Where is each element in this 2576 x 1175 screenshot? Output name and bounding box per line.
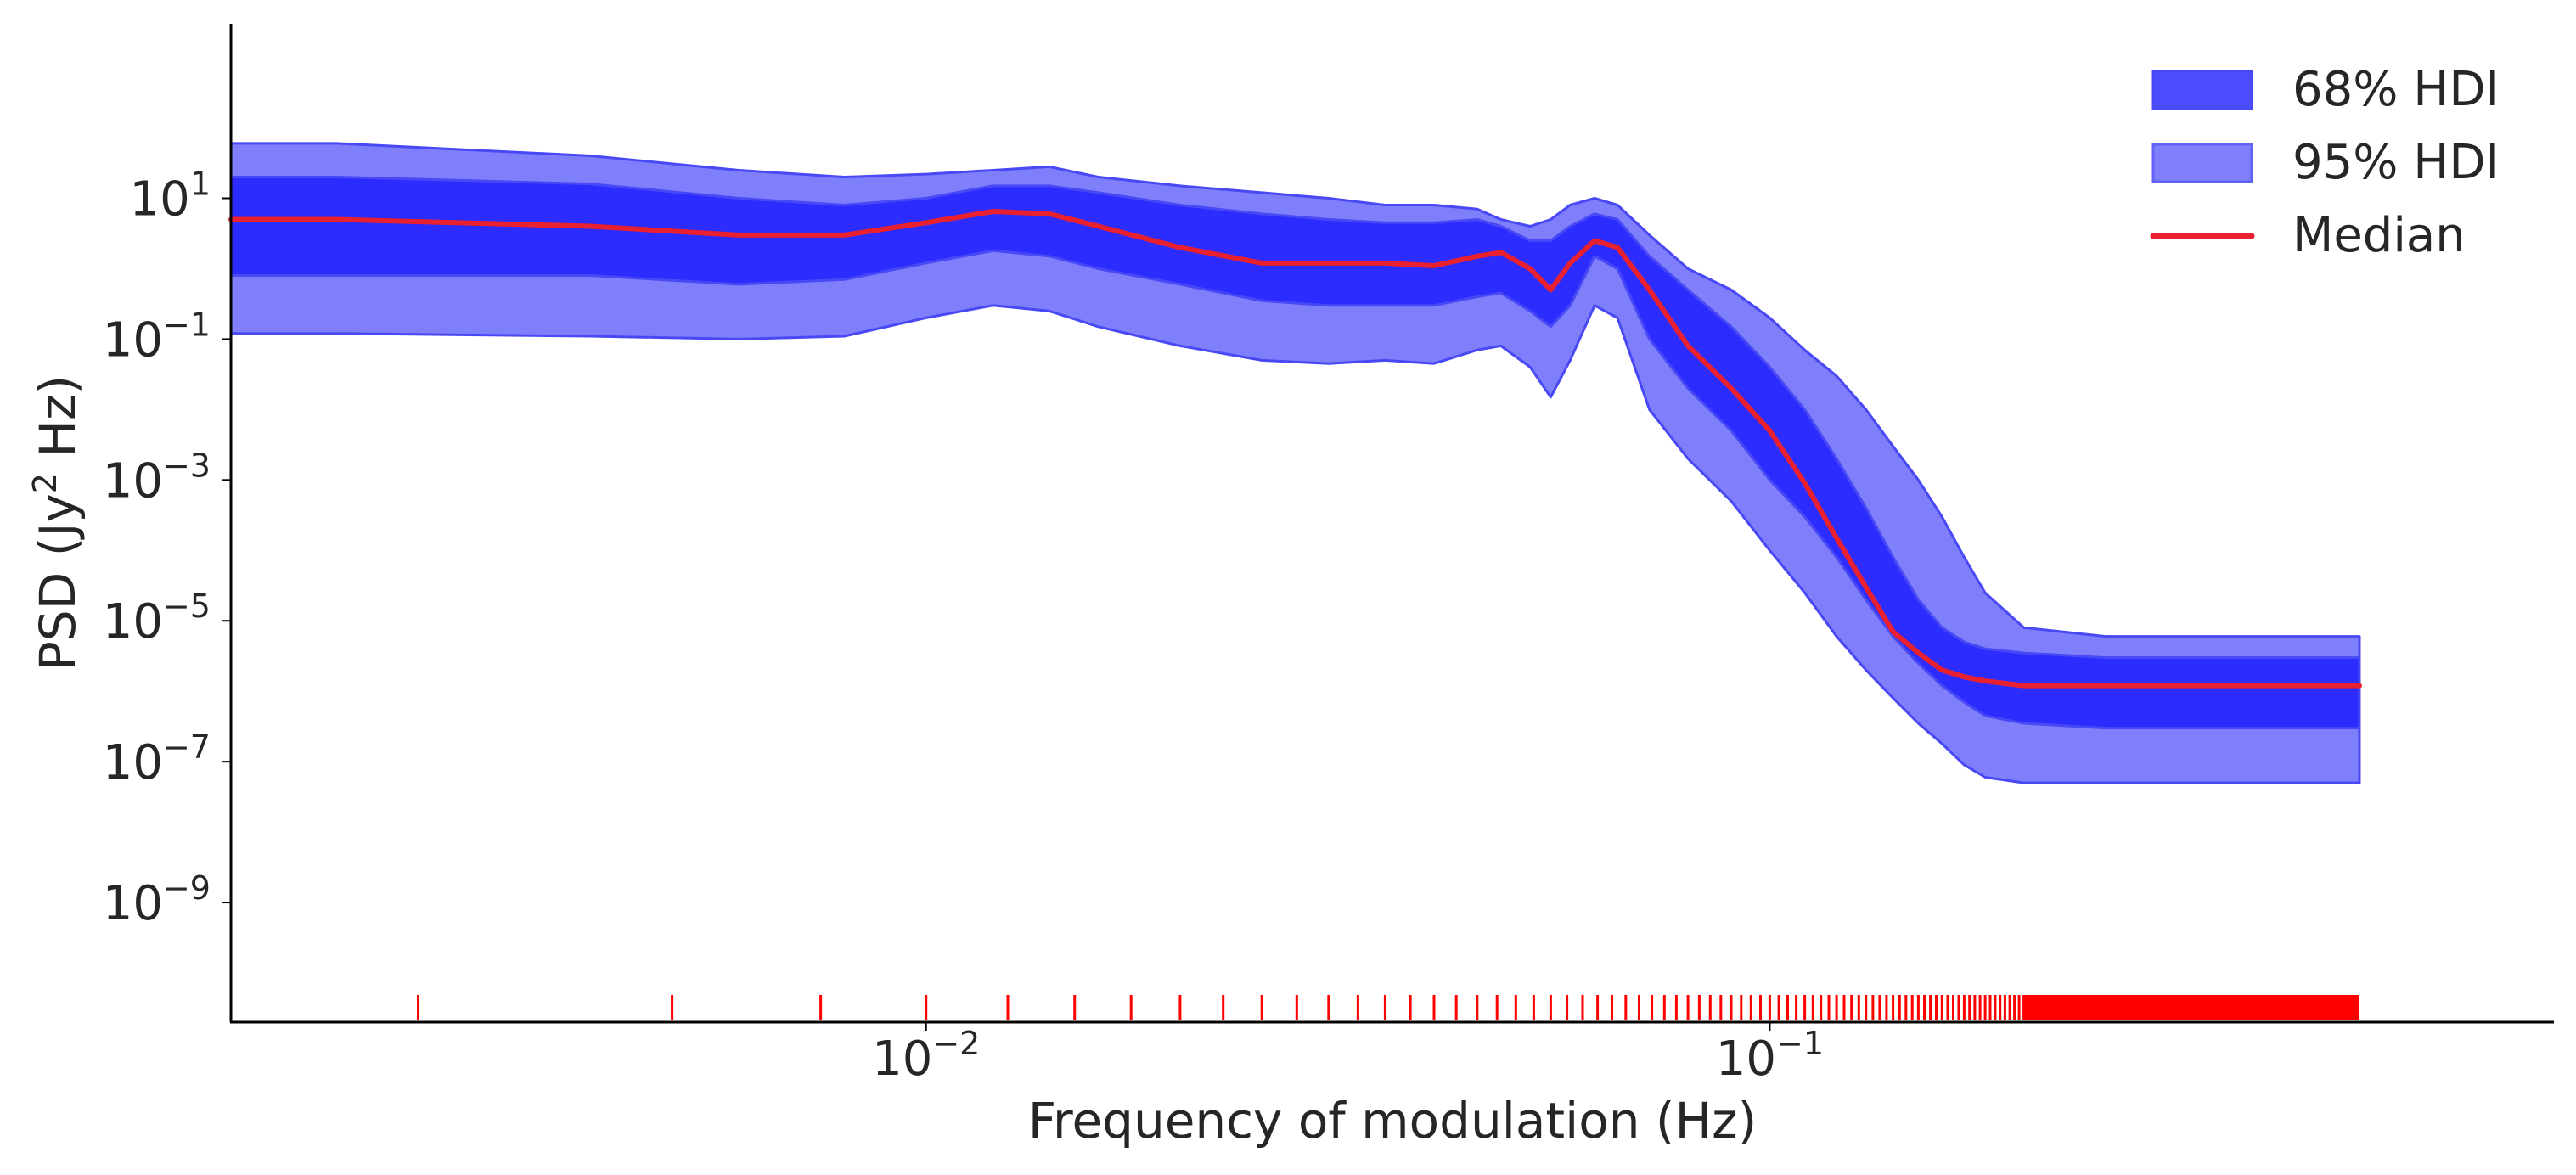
x-tick-label: 10−1 bbox=[1716, 1025, 1824, 1087]
band-68-hdi bbox=[229, 176, 2361, 730]
y-axis-label-group: PSD (Jy2 Hz) bbox=[26, 375, 87, 671]
x-axis-label: Frequency of modulation (Hz) bbox=[1028, 1092, 1757, 1150]
axes bbox=[229, 24, 2554, 1024]
y-tick-label: 10−3 bbox=[103, 447, 211, 509]
y-axis-label-main: PSD (Jy bbox=[29, 493, 87, 671]
frequency-rug bbox=[417, 995, 2359, 1020]
legend-swatch-68-hdi bbox=[2151, 70, 2253, 110]
legend-swatch-95-hdi bbox=[2151, 143, 2253, 183]
median-layer bbox=[228, 209, 2362, 689]
y-axis-label-superscript: 2 bbox=[26, 473, 64, 493]
legend-label-95-hdi: 95% HDI bbox=[2292, 135, 2500, 190]
legend-label-median: Median bbox=[2292, 208, 2466, 263]
y-tick-label: 10−9 bbox=[103, 869, 211, 931]
y-tick-label: 10−7 bbox=[103, 728, 211, 790]
legend-label-68-hdi: 68% HDI bbox=[2292, 62, 2500, 117]
y-tick-label: 10−5 bbox=[103, 588, 211, 649]
rug-dense-band bbox=[2023, 995, 2359, 1020]
x-tick-labels: 10−2 10−1 bbox=[872, 1022, 1824, 1087]
median-line bbox=[228, 209, 2362, 689]
hdi-bands bbox=[229, 142, 2361, 784]
x-tick-label: 10−2 bbox=[872, 1025, 980, 1087]
y-tick-label: 10−1 bbox=[103, 306, 211, 368]
y-tick-label: 101 bbox=[130, 165, 211, 227]
legend: 68% HDI 95% HDI Median bbox=[2150, 62, 2500, 263]
y-axis-label: PSD (Jy2 Hz) bbox=[26, 375, 87, 671]
y-tick-labels: 101 10−1 10−3 10−5 10−7 10−9 bbox=[103, 165, 231, 931]
band-95-hdi bbox=[229, 142, 2361, 784]
y-axis-label-suffix: Hz) bbox=[29, 375, 87, 473]
